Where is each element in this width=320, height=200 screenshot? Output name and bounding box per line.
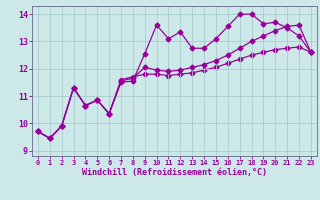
X-axis label: Windchill (Refroidissement éolien,°C): Windchill (Refroidissement éolien,°C) bbox=[82, 168, 267, 177]
